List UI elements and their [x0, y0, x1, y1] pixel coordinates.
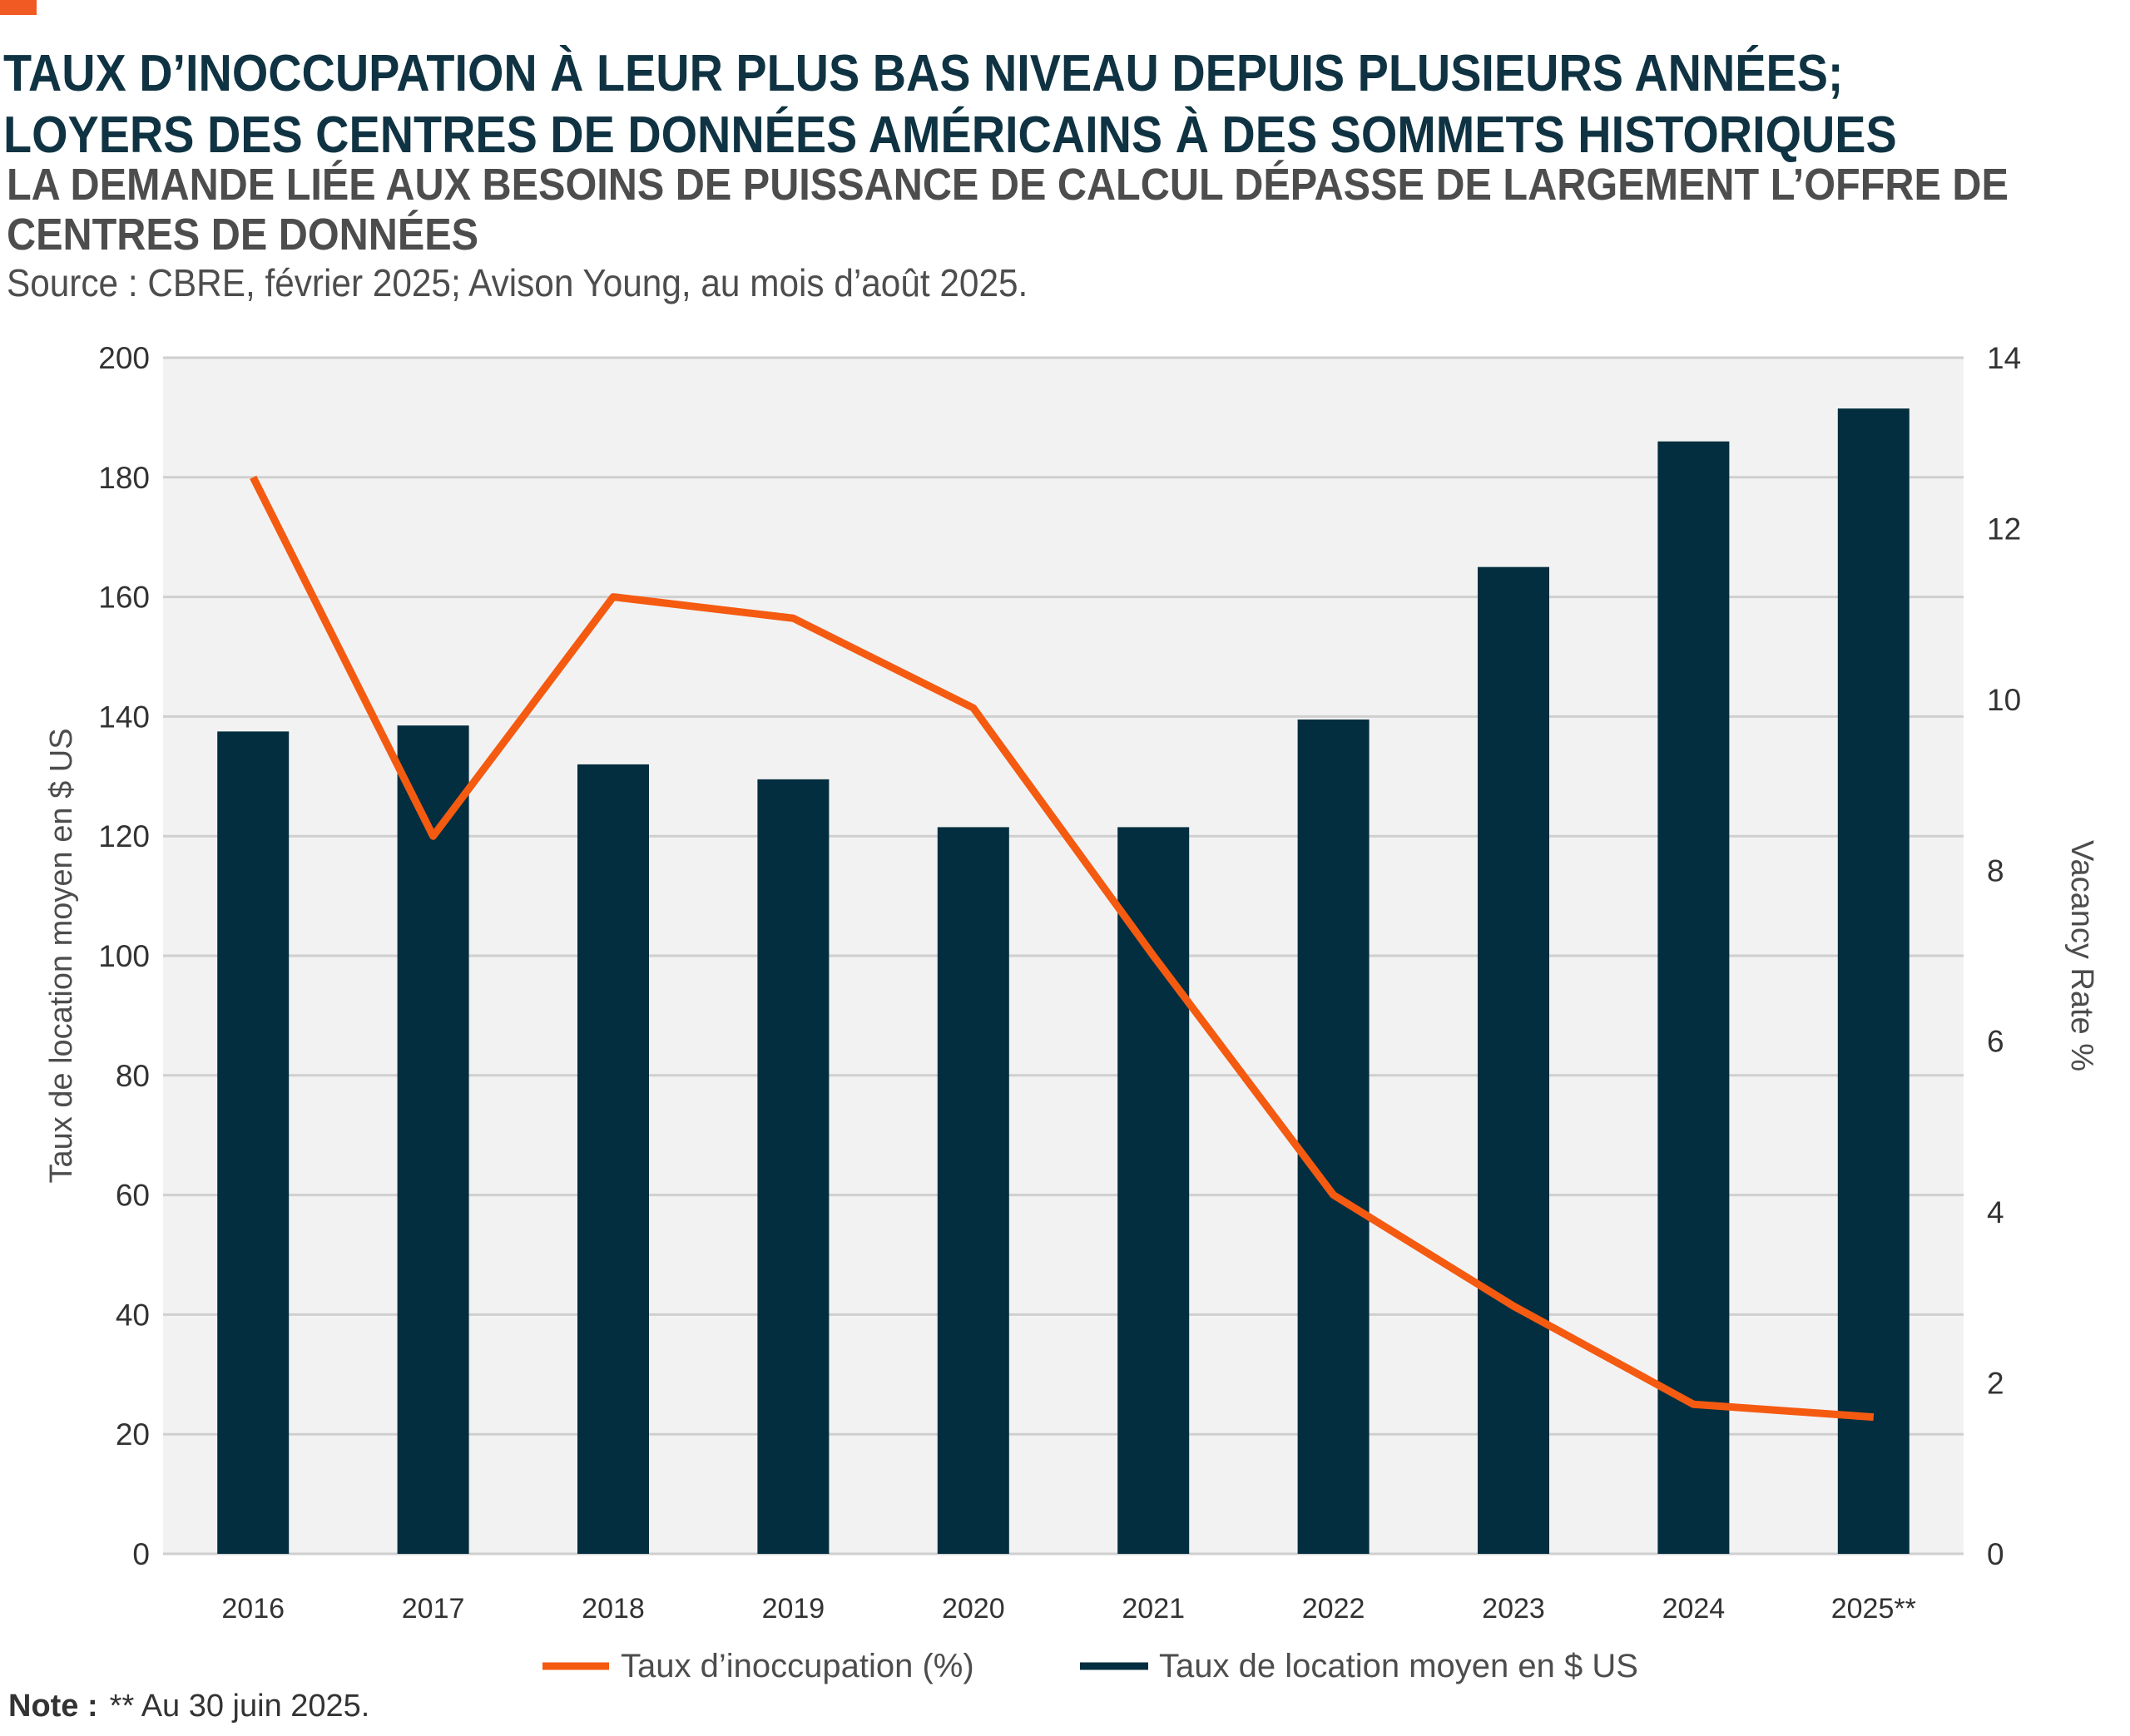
- y2-tick-label: 0: [1987, 1537, 2004, 1571]
- y2-tick-label: 14: [1987, 341, 2021, 375]
- chart-subtitle-line-2: CENTRES DE DONNÉES: [7, 210, 479, 260]
- y-tick-label: 120: [98, 819, 150, 853]
- y-tick-label: 160: [98, 581, 150, 615]
- y-axis-right-title: Vacancy Rate %: [2064, 840, 2099, 1071]
- y2-tick-label: 6: [1987, 1025, 2004, 1059]
- chart-title: TAUX D’INOCCUPATION À LEUR PLUS BAS NIVE…: [3, 43, 1905, 166]
- chart-title-line-1: TAUX D’INOCCUPATION À LEUR PLUS BAS NIVE…: [3, 45, 1844, 102]
- legend-label-bar: Taux de location moyen en $ US: [1159, 1648, 1638, 1684]
- bar-2017: [397, 725, 469, 1554]
- y2-tick-label: 4: [1987, 1195, 2004, 1229]
- y2-tick-label: 10: [1987, 683, 2021, 717]
- chart-title-line-2: LOYERS DES CENTRES DE DONNÉES AMÉRICAINS…: [3, 106, 1897, 164]
- x-tick-label: 2016: [221, 1593, 285, 1625]
- x-tick-label: 2017: [402, 1593, 465, 1625]
- y-tick-label: 20: [116, 1417, 150, 1452]
- y-tick-label: 180: [98, 461, 150, 495]
- chart-subtitle: LA DEMANDE LIÉE AUX BESOINS DE PUISSANCE…: [7, 160, 2009, 260]
- x-tick-label: 2023: [1482, 1593, 1545, 1625]
- note-label: Note :: [8, 1689, 98, 1724]
- x-tick-label: 2021: [1122, 1593, 1185, 1625]
- y-tick-label: 100: [98, 939, 150, 973]
- bar-2020: [937, 827, 1009, 1554]
- bar-2022: [1297, 719, 1370, 1554]
- x-tick-label: 2025**: [1831, 1593, 1916, 1625]
- x-tick-label: 2024: [1662, 1593, 1726, 1625]
- x-tick-label: 2019: [762, 1593, 825, 1625]
- y-tick-label: 60: [116, 1179, 150, 1213]
- chart-subtitle-line-1: LA DEMANDE LIÉE AUX BESOINS DE PUISSANCE…: [7, 160, 2009, 210]
- y-tick-label: 140: [98, 700, 150, 734]
- note: Note : ** Au 30 juin 2025.: [8, 1689, 369, 1724]
- y2-tick-label: 12: [1987, 512, 2021, 546]
- bar-2021: [1117, 827, 1190, 1554]
- x-tick-label: 2022: [1302, 1593, 1365, 1625]
- bar-2025**: [1837, 408, 1910, 1554]
- y-axis-left-ticks: 0 20 40 60 80 100 120 140 160 180 200: [98, 341, 150, 1571]
- y2-tick-label: 8: [1987, 853, 2004, 888]
- y-tick-label: 0: [132, 1537, 150, 1571]
- y-tick-label: 40: [116, 1298, 150, 1332]
- y-axis-right-ticks: 0 2 4 6 8 10 12 14: [1987, 341, 2021, 1571]
- source-text: Source : CBRE, février 2025; Avison Youn…: [7, 261, 1028, 304]
- y-tick-label: 80: [116, 1059, 150, 1093]
- x-tick-label: 2020: [942, 1593, 1005, 1625]
- accent-bar: [0, 0, 37, 15]
- bar-series: [217, 408, 1910, 1555]
- x-axis-ticks: 2016 2017 2018 2019 2020 2021 2022 2023 2024 2025…: [221, 1593, 1915, 1625]
- y-axis-left-title: Taux de location moyen en $ US: [44, 728, 79, 1183]
- x-tick-label: 2018: [582, 1593, 645, 1625]
- y2-tick-label: 2: [1987, 1367, 2004, 1401]
- legend: Taux d’inoccupation (%) Taux de location…: [542, 1648, 1638, 1684]
- bar-2024: [1657, 441, 1730, 1555]
- legend-label-line: Taux d’inoccupation (%): [621, 1648, 974, 1684]
- bar-2019: [757, 779, 830, 1554]
- y-tick-label: 200: [98, 341, 150, 375]
- line-series: [250, 475, 1875, 1422]
- bar-2023: [1478, 566, 1549, 1554]
- bar-2018: [577, 764, 649, 1554]
- note-text: ** Au 30 juin 2025.: [109, 1689, 370, 1724]
- vacancy-rate-line: [250, 475, 1875, 1422]
- bar-2016: [217, 731, 290, 1554]
